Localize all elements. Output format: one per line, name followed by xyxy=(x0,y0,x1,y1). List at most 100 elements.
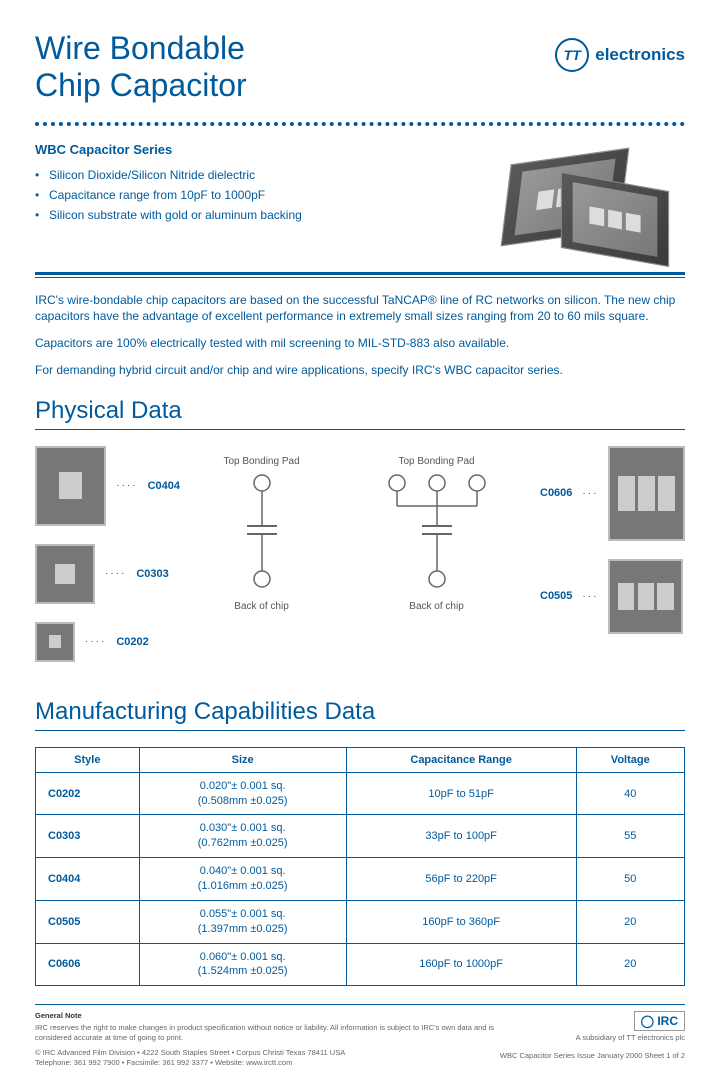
product-render xyxy=(485,142,685,262)
schematic-column: Top Bonding Pad Back of chip Top Bonding… xyxy=(190,446,530,616)
footer-divider xyxy=(35,1004,685,1005)
capacitor-schematic-icon xyxy=(377,471,497,601)
general-note-title: General Note xyxy=(35,1011,500,1021)
footer: General Note IRC reserves the right to m… xyxy=(35,1011,685,1068)
col-capacitance: Capacitance Range xyxy=(346,747,576,772)
table-row: C02020.020"± 0.001 sq.(0.508mm ±0.025)10… xyxy=(36,772,685,815)
chip-icon xyxy=(608,559,683,634)
logo-text: electronics xyxy=(595,45,685,65)
series-title: WBC Capacitor Series xyxy=(35,142,465,157)
schematic-top-label: Top Bonding Pad xyxy=(377,456,497,467)
datasheet-page: Wire Bondable Chip Capacitor TT electron… xyxy=(0,0,720,1083)
cell-capacitance: 33pF to 100pF xyxy=(346,815,576,858)
cell-style: C0303 xyxy=(36,815,140,858)
footer-right: ◯ IRC A subsidiary of TT electronics plc… xyxy=(500,1011,685,1068)
table-header-row: Style Size Capacitance Range Voltage xyxy=(36,747,685,772)
cell-size: 0.040"± 0.001 sq.(1.016mm ±0.025) xyxy=(139,858,346,901)
intro-paragraph: Capacitors are 100% electrically tested … xyxy=(35,335,685,352)
cell-capacitance: 160pF to 1000pF xyxy=(346,943,576,986)
cell-voltage: 20 xyxy=(576,943,684,986)
cell-size: 0.055"± 0.001 sq.(1.397mm ±0.025) xyxy=(139,900,346,943)
col-voltage: Voltage xyxy=(576,747,684,772)
chip-c0303: ···· C0303 xyxy=(35,544,180,604)
chip-icon xyxy=(608,446,685,541)
schematic-triple: Top Bonding Pad Back of chip xyxy=(377,456,497,616)
schematic-top-label: Top Bonding Pad xyxy=(223,456,299,467)
physical-data-title: Physical Data xyxy=(35,397,685,425)
schematic-single: Top Bonding Pad Back of chip xyxy=(223,456,299,616)
series-section: WBC Capacitor Series Silicon Dioxide/Sil… xyxy=(35,142,685,262)
schematic-bottom-label: Back of chip xyxy=(377,601,497,612)
chip-icon xyxy=(35,544,95,604)
chip-label: C0606 xyxy=(540,487,572,499)
cell-style: C0202 xyxy=(36,772,140,815)
capacitor-schematic-icon xyxy=(227,471,297,601)
title-line-1: Wire Bondable xyxy=(35,30,245,66)
cell-size: 0.030"± 0.001 sq.(0.762mm ±0.025) xyxy=(139,815,346,858)
chip-c0606: C0606 ··· xyxy=(540,446,685,541)
cell-style: C0606 xyxy=(36,943,140,986)
leader-dots: ···· xyxy=(116,480,137,491)
copyright-text: © IRC Advanced Film Division • 4222 Sout… xyxy=(35,1048,500,1058)
feature-item: Capacitance range from 10pF to 1000pF xyxy=(35,185,465,205)
chip-c0505: C0505 ··· xyxy=(540,559,685,634)
chip-render-icon xyxy=(561,171,669,266)
cell-voltage: 50 xyxy=(576,858,684,901)
double-divider xyxy=(35,272,685,278)
section-divider xyxy=(35,730,685,731)
contact-text: Telephone: 361 992 7900 • Facsimile: 361… xyxy=(35,1058,500,1068)
col-size: Size xyxy=(139,747,346,772)
chip-label: C0202 xyxy=(116,636,148,648)
intro-paragraph: For demanding hybrid circuit and/or chip… xyxy=(35,362,685,379)
right-chips-column: C0606 ··· C0505 ··· xyxy=(540,446,685,652)
leader-dots: ···· xyxy=(85,636,106,647)
series-info: WBC Capacitor Series Silicon Dioxide/Sil… xyxy=(35,142,465,262)
manufacturing-title: Manufacturing Capabilities Data xyxy=(35,698,685,726)
irc-logo-icon: ◯ IRC xyxy=(634,1011,685,1031)
col-style: Style xyxy=(36,747,140,772)
page-title: Wire Bondable Chip Capacitor xyxy=(35,30,247,104)
chip-c0202: ···· C0202 xyxy=(35,622,180,662)
cell-style: C0404 xyxy=(36,858,140,901)
schematic-bottom-label: Back of chip xyxy=(223,601,299,612)
table-row: C04040.040"± 0.001 sq.(1.016mm ±0.025)56… xyxy=(36,858,685,901)
feature-list: Silicon Dioxide/Silicon Nitride dielectr… xyxy=(35,165,465,225)
header: Wire Bondable Chip Capacitor TT electron… xyxy=(35,30,685,104)
cell-capacitance: 160pF to 360pF xyxy=(346,900,576,943)
chip-icon xyxy=(35,622,75,662)
intro-paragraph: IRC's wire-bondable chip capacitors are … xyxy=(35,292,685,326)
leader-dots: ··· xyxy=(582,591,598,602)
physical-diagrams: ···· C0404 ···· C0303 ···· C0202 Top Bon… xyxy=(35,446,685,680)
cell-size: 0.020"± 0.001 sq.(0.508mm ±0.025) xyxy=(139,772,346,815)
doc-ref-text: WBC Capacitor Series Issue January 2000 … xyxy=(500,1051,685,1061)
table-row: C05050.055"± 0.001 sq.(1.397mm ±0.025)16… xyxy=(36,900,685,943)
cell-capacitance: 56pF to 220pF xyxy=(346,858,576,901)
title-line-2: Chip Capacitor xyxy=(35,67,247,103)
chip-label: C0505 xyxy=(540,590,572,602)
cell-voltage: 40 xyxy=(576,772,684,815)
chip-label: C0303 xyxy=(136,568,168,580)
section-divider xyxy=(35,429,685,430)
cell-style: C0505 xyxy=(36,900,140,943)
intro-text: IRC's wire-bondable chip capacitors are … xyxy=(35,292,685,379)
logo-circle-icon: TT xyxy=(555,38,589,72)
subsidiary-text: A subsidiary of TT electronics plc xyxy=(500,1033,685,1043)
feature-item: Silicon Dioxide/Silicon Nitride dielectr… xyxy=(35,165,465,185)
table-row: C03030.030"± 0.001 sq.(0.762mm ±0.025)33… xyxy=(36,815,685,858)
chip-label: C0404 xyxy=(148,480,180,492)
leader-dots: ···· xyxy=(105,568,126,579)
cell-size: 0.060"± 0.001 sq.(1.524mm ±0.025) xyxy=(139,943,346,986)
cell-voltage: 20 xyxy=(576,900,684,943)
general-note-text: IRC reserves the right to make changes i… xyxy=(35,1023,500,1043)
company-logo: TT electronics xyxy=(555,38,685,72)
cell-capacitance: 10pF to 51pF xyxy=(346,772,576,815)
left-chips-column: ···· C0404 ···· C0303 ···· C0202 xyxy=(35,446,180,680)
cell-voltage: 55 xyxy=(576,815,684,858)
table-row: C06060.060"± 0.001 sq.(1.524mm ±0.025)16… xyxy=(36,943,685,986)
capabilities-table: Style Size Capacitance Range Voltage C02… xyxy=(35,747,685,986)
footer-left: General Note IRC reserves the right to m… xyxy=(35,1011,500,1068)
feature-item: Silicon substrate with gold or aluminum … xyxy=(35,205,465,225)
chip-icon xyxy=(35,446,106,526)
leader-dots: ··· xyxy=(582,488,598,499)
dotted-divider xyxy=(35,122,685,126)
